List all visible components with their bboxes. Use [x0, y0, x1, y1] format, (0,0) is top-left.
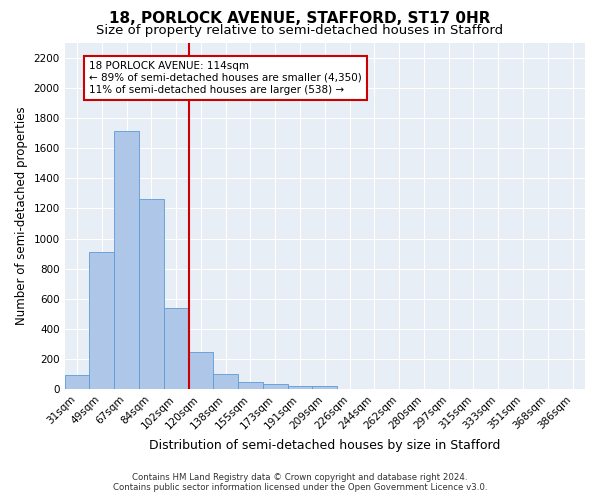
Bar: [164, 308, 188, 390]
Text: 18 PORLOCK AVENUE: 114sqm
← 89% of semi-detached houses are smaller (4,350)
11% : 18 PORLOCK AVENUE: 114sqm ← 89% of semi-…: [89, 62, 362, 94]
Bar: [238, 382, 263, 390]
Y-axis label: Number of semi-detached properties: Number of semi-detached properties: [15, 106, 28, 326]
Text: Size of property relative to semi-detached houses in Stafford: Size of property relative to semi-detach…: [97, 24, 503, 37]
Bar: [287, 386, 313, 390]
Bar: [313, 386, 337, 390]
Text: Contains HM Land Registry data © Crown copyright and database right 2024.
Contai: Contains HM Land Registry data © Crown c…: [113, 473, 487, 492]
X-axis label: Distribution of semi-detached houses by size in Stafford: Distribution of semi-detached houses by …: [149, 440, 500, 452]
Bar: [188, 352, 214, 390]
Text: 18, PORLOCK AVENUE, STAFFORD, ST17 0HR: 18, PORLOCK AVENUE, STAFFORD, ST17 0HR: [109, 11, 491, 26]
Bar: [114, 132, 139, 390]
Bar: [89, 252, 114, 390]
Bar: [214, 374, 238, 390]
Bar: [263, 384, 287, 390]
Bar: [139, 200, 164, 390]
Bar: [65, 375, 89, 390]
